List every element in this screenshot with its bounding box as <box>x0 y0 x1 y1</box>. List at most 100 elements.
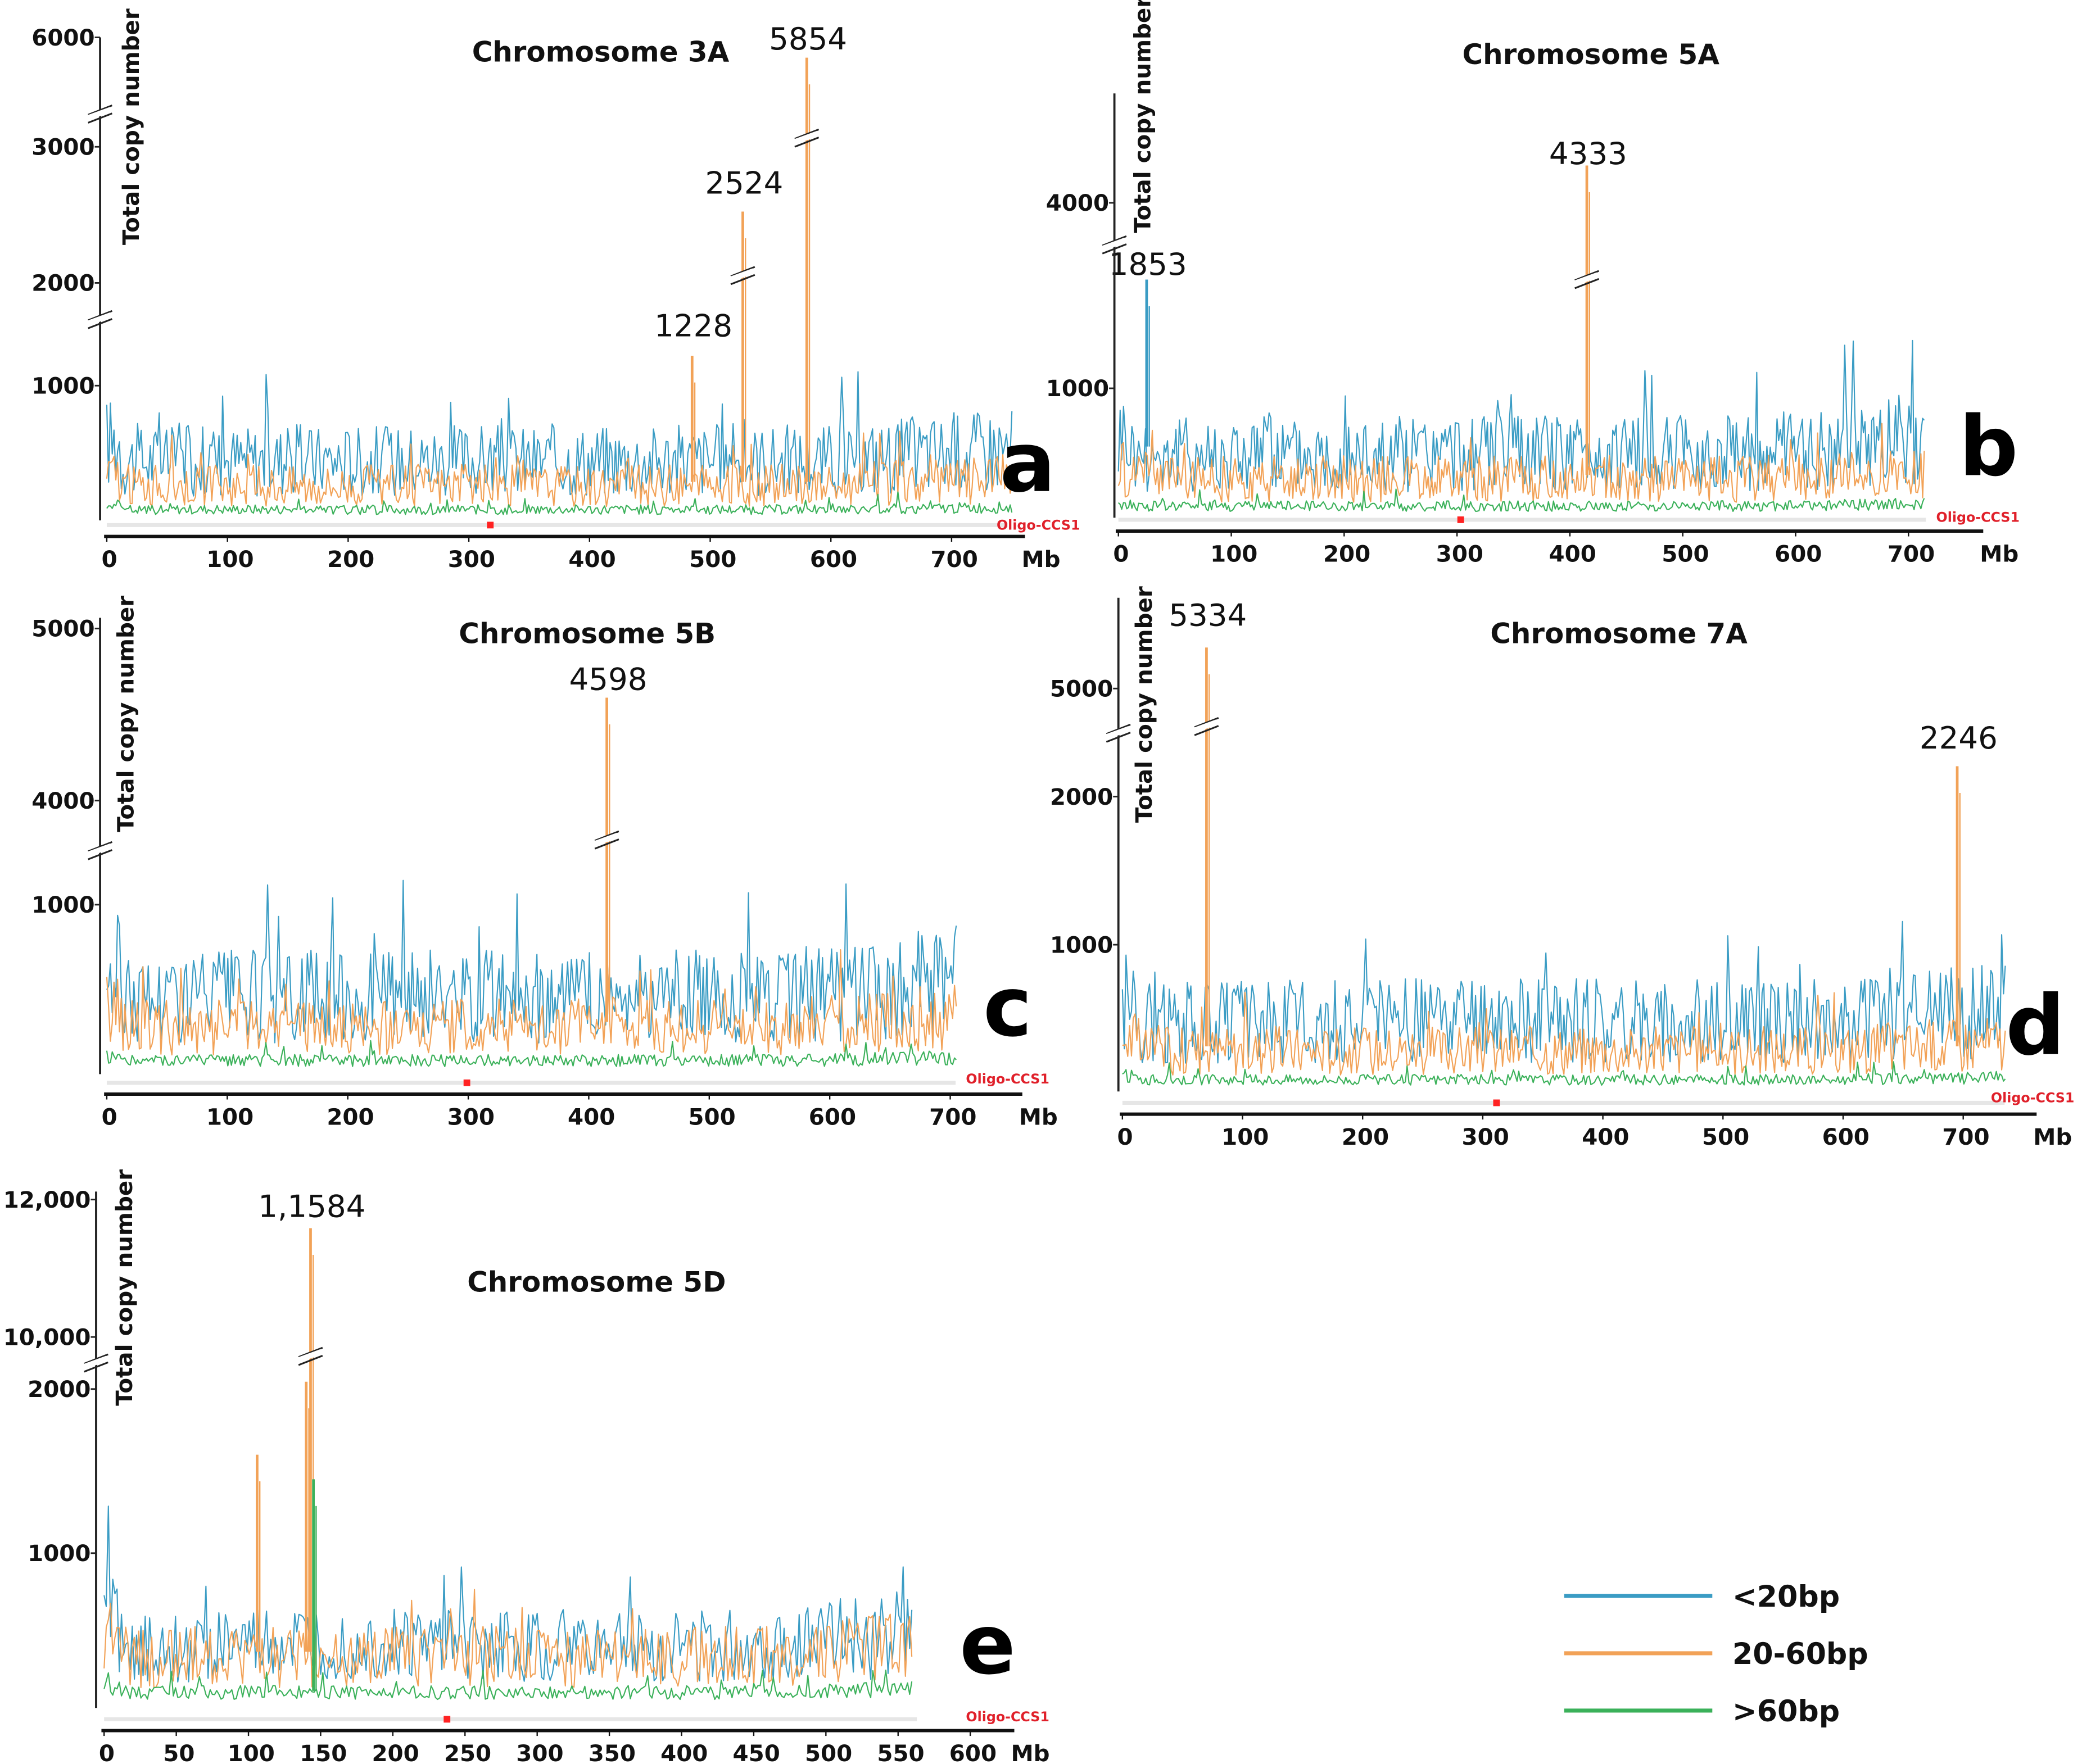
y-axis-label: Total copy number <box>1130 0 1156 233</box>
y-tick-label: 2000 <box>1050 784 1113 810</box>
oligo-track <box>106 523 1008 527</box>
y-tick-label: 6000 <box>31 25 94 51</box>
x-tick-label: 600 <box>949 1740 997 1764</box>
y-tick-label: 2000 <box>31 270 94 297</box>
legend-label: 20-60bp <box>1732 1638 1868 1671</box>
x-tick-label: 500 <box>1702 1124 1749 1150</box>
x-tick-label: 500 <box>689 546 736 573</box>
axis-break-gap <box>87 843 112 857</box>
axis-break-mark <box>1106 732 1131 743</box>
x-tick-label: 100 <box>206 546 254 573</box>
axis-break-mark <box>794 128 820 140</box>
oligo-track <box>104 1717 917 1721</box>
peak-label: 4598 <box>569 661 647 697</box>
x-tick-label: 200 <box>372 1740 419 1764</box>
x-tick-label: 100 <box>1210 541 1257 568</box>
series-line-2060bp <box>1122 992 2006 1076</box>
x-tick-label: 150 <box>300 1740 347 1764</box>
panel-label: b <box>1959 398 2018 495</box>
oligo-track-label: Oligo-CCS1 <box>1936 509 2020 525</box>
peak-label: 1853 <box>1109 246 1187 282</box>
legend: <20bp 20-60bp >60bp <box>1564 1580 1868 1729</box>
series-line-2060bp <box>106 949 957 1056</box>
series-line-20bp <box>1117 339 1925 493</box>
series-line-20bp <box>106 371 1013 497</box>
x-tick-label: 700 <box>1942 1124 1989 1150</box>
chart-title: Chromosome 3A <box>472 35 730 68</box>
series-line-20bp <box>106 879 957 1044</box>
x-tick-label: 600 <box>809 1104 856 1131</box>
y-tick-label: 3000 <box>31 134 94 160</box>
x-tick-label: 200 <box>327 546 374 573</box>
oligo-track <box>1122 1100 2005 1105</box>
x-tick-label: 400 <box>660 1740 708 1764</box>
axis-break-mark <box>594 830 619 842</box>
x-tick-label: 300 <box>1436 541 1483 568</box>
x-tick-label: 200 <box>327 1104 374 1131</box>
x-axis-unit-label: Mb <box>1019 1104 1058 1131</box>
oligo-track <box>106 1081 956 1085</box>
axis-break-gap <box>730 268 755 282</box>
axis-break-mark <box>1194 717 1219 728</box>
axis-break-gap <box>1574 272 1599 286</box>
x-tick-label: 0 <box>99 1740 115 1764</box>
x-tick-label: 300 <box>447 1104 495 1131</box>
chart-title: Chromosome 5B <box>459 617 716 650</box>
x-tick-label: 500 <box>1662 541 1709 568</box>
oligo-track-label: Oligo-CCS1 <box>1991 1090 2074 1105</box>
x-tick-label: 0 <box>1113 541 1129 568</box>
y-tick-label: 4000 <box>1046 190 1109 216</box>
y-axis-label: Total copy number <box>118 8 144 245</box>
chart-title: Chromosome 5D <box>467 1266 726 1298</box>
axis-break-mark <box>88 849 113 860</box>
panel-label: a <box>1000 414 1056 511</box>
x-tick-label: 100 <box>228 1740 275 1764</box>
x-tick-label: 600 <box>810 546 857 573</box>
x-tick-label: 200 <box>1323 541 1370 568</box>
series-line-60bp <box>106 491 1013 515</box>
peak-label: 5334 <box>1169 597 1247 633</box>
peak-label: 5854 <box>769 21 847 57</box>
x-tick-label: 700 <box>929 1104 976 1131</box>
axis-break-gap <box>594 832 619 846</box>
axis-break-mark <box>1102 235 1127 247</box>
series-line-60bp <box>1122 1061 2006 1086</box>
series-line-60bp <box>103 1669 913 1700</box>
axis-break-mark <box>88 318 113 329</box>
y-tick-label: 1000 <box>31 892 94 918</box>
axis-break-gap <box>1193 719 1219 733</box>
axis-break-mark <box>88 841 113 852</box>
series-line-2060bp <box>103 1589 913 1688</box>
x-tick-label: 400 <box>568 1104 615 1131</box>
x-tick-label: 0 <box>102 546 117 573</box>
oligo-track-label: Oligo-CCS1 <box>966 1709 1049 1725</box>
series-line-60bp <box>106 1040 957 1067</box>
oligo-track-label: Oligo-CCS1 <box>997 518 1080 533</box>
x-tick-label: 300 <box>448 546 495 573</box>
x-tick-label: 300 <box>516 1740 563 1764</box>
peak-label: 2524 <box>705 165 783 201</box>
panel-label: d <box>2006 977 2065 1074</box>
x-tick-label: 450 <box>733 1740 780 1764</box>
x-tick-label: 400 <box>568 546 615 573</box>
oligo-track-label: Oligo-CCS1 <box>966 1071 1049 1087</box>
x-tick-label: 100 <box>206 1104 254 1131</box>
x-axis-unit-label: Mb <box>1011 1740 1049 1764</box>
series-line-20bp <box>103 1505 913 1683</box>
x-tick-label: 600 <box>1775 541 1822 568</box>
x-tick-label: 0 <box>102 1104 117 1131</box>
oligo-signal <box>487 522 494 529</box>
x-tick-label: 350 <box>589 1740 636 1764</box>
x-tick-label: 500 <box>688 1104 735 1131</box>
oligo-track <box>1118 518 1926 522</box>
axis-break-gap <box>87 107 112 120</box>
x-axis-unit-label: Mb <box>2033 1124 2072 1150</box>
x-tick-label: 250 <box>444 1740 491 1764</box>
oligo-signal <box>443 1716 451 1723</box>
peak-label: 1228 <box>654 307 732 343</box>
axis-break-mark <box>1102 243 1127 255</box>
y-tick-label: 12,000 <box>3 1187 91 1213</box>
axis-break-gap <box>1102 237 1126 251</box>
